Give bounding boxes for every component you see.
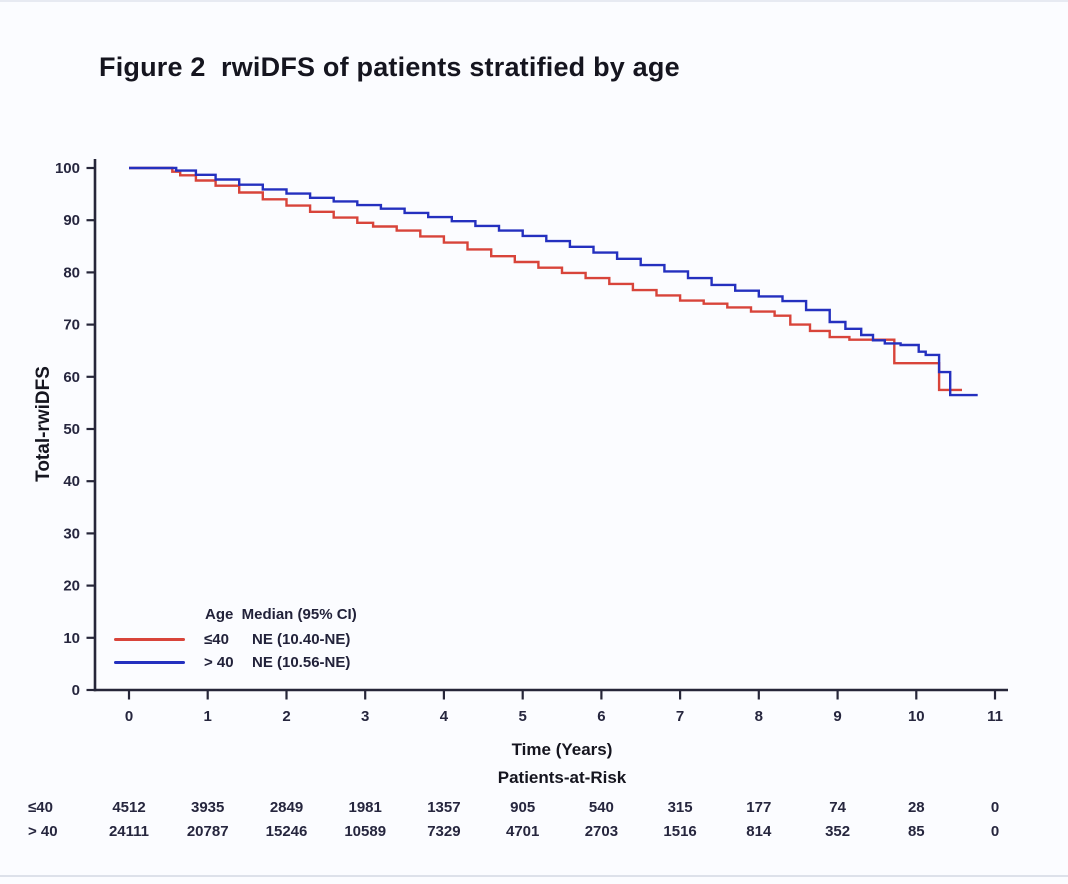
risk-count: 177	[746, 799, 771, 816]
x-tick-label: 7	[676, 708, 684, 725]
y-tick-label: 100	[55, 160, 80, 177]
x-tick-label: 5	[519, 708, 527, 725]
y-tick-label: 70	[63, 317, 80, 334]
legend-age-label: > 40	[204, 654, 234, 671]
risk-count: 2703	[585, 823, 618, 840]
x-tick-label: 2	[282, 708, 290, 725]
bottom-border-line	[0, 875, 1068, 877]
risk-count: 2849	[270, 799, 303, 816]
legend-median-value: NE (10.40-NE)	[252, 631, 351, 648]
x-tick-label: 11	[987, 708, 1003, 725]
x-tick-label: 8	[755, 708, 763, 725]
risk-count: 4701	[506, 823, 539, 840]
km-curve-le40	[129, 166, 962, 392]
risk-count: 1981	[349, 799, 382, 816]
km-curve-gt40	[129, 166, 978, 397]
risk-count: 315	[668, 799, 693, 816]
legend-median-value: NE (10.56-NE)	[252, 654, 351, 671]
y-axis-label: Total-rwiDFS	[33, 366, 54, 482]
y-tick-label: 80	[63, 264, 80, 281]
y-tick-label: 20	[63, 578, 80, 595]
y-tick-label: 50	[63, 421, 80, 438]
x-tick-label: 1	[204, 708, 212, 725]
risk-count: 540	[589, 799, 614, 816]
risk-count: 1516	[663, 823, 696, 840]
legend-age-label: ≤40	[204, 631, 229, 648]
risk-table-title: Patients-at-Risk	[497, 768, 627, 787]
y-tick-label: 60	[63, 369, 80, 386]
y-tick-label: 10	[63, 630, 80, 647]
x-tick-label: 9	[833, 708, 841, 725]
risk-count: 20787	[187, 823, 229, 840]
x-tick-label: 10	[908, 708, 925, 725]
legend-row-gt40: > 40 NE (10.56-NE)	[114, 651, 357, 674]
risk-count: 15246	[266, 823, 308, 840]
y-tick-label: 30	[63, 525, 80, 542]
legend-row-le40: ≤40 NE (10.40-NE)	[114, 628, 357, 651]
risk-count: 10589	[344, 823, 386, 840]
x-tick-label: 0	[125, 708, 133, 725]
legend-line-red-icon	[114, 638, 185, 641]
x-axis-label: Time (Years)	[511, 740, 613, 759]
risk-row-label: > 40	[28, 823, 58, 840]
figure-title: Figure 2 rwiDFS of patients stratified b…	[99, 52, 680, 82]
risk-row-label: ≤40	[28, 799, 53, 816]
x-tick-label: 3	[361, 708, 369, 725]
risk-count: 74	[829, 799, 846, 816]
risk-count: 3935	[191, 799, 224, 816]
risk-count: 85	[908, 823, 925, 840]
risk-count: 352	[825, 823, 850, 840]
y-tick-label: 90	[63, 212, 80, 229]
risk-count: 0	[991, 799, 999, 816]
legend-line-blue-icon	[114, 661, 185, 664]
risk-count: 814	[746, 823, 772, 840]
y-tick-label: 0	[72, 682, 80, 699]
y-tick-label: 40	[63, 473, 80, 490]
x-tick-label: 4	[440, 708, 449, 725]
legend-header: Age Median (95% CI)	[205, 606, 357, 623]
risk-count: 1357	[427, 799, 460, 816]
legend: Age Median (95% CI) ≤40 NE (10.40-NE) > …	[114, 606, 357, 674]
risk-count: 0	[991, 823, 999, 840]
risk-count: 905	[510, 799, 535, 816]
x-tick-label: 6	[597, 708, 605, 725]
risk-count: 7329	[427, 823, 460, 840]
top-border-line	[0, 0, 1068, 2]
risk-count: 28	[908, 799, 925, 816]
risk-count: 24111	[109, 823, 149, 840]
risk-count: 4512	[112, 799, 145, 816]
